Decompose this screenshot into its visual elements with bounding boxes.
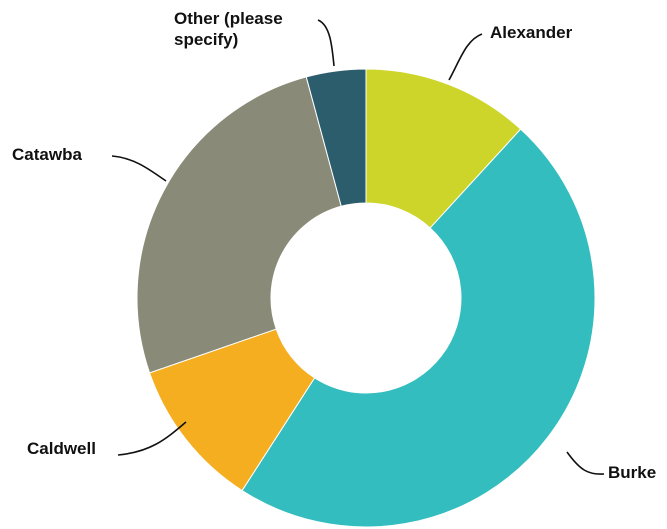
- slice-caldwell: [148, 328, 316, 492]
- label-catawba: Catawba: [12, 145, 82, 164]
- slice-alexander: [365, 68, 522, 229]
- slices-group: [136, 68, 596, 528]
- label-line: Other (please: [174, 9, 283, 28]
- leader-lines-group: [111, 19, 605, 475]
- slice-other-please-specify: [305, 68, 367, 207]
- label-other-please-specify: Other (please specify): [174, 9, 283, 49]
- leader-line-alexander: [448, 33, 483, 81]
- slice-catawba: [136, 76, 342, 374]
- label-line: specify): [174, 30, 238, 49]
- label-line: Alexander: [490, 23, 573, 42]
- label-burke: Burke: [608, 463, 656, 482]
- leader-line-catawba: [111, 155, 167, 182]
- label-alexander: Alexander: [490, 23, 573, 42]
- label-line: Catawba: [12, 145, 82, 164]
- leader-line-burke: [566, 451, 605, 475]
- leader-line-caldwell: [117, 421, 187, 456]
- labels-group: Alexander Burke Caldwell Catawba Other (plea…: [12, 9, 656, 482]
- slice-burke: [241, 128, 596, 528]
- leader-line-other-please-specify: [317, 19, 335, 67]
- label-caldwell: Caldwell: [27, 439, 96, 458]
- label-line: Caldwell: [27, 439, 96, 458]
- label-line: Burke: [608, 463, 656, 482]
